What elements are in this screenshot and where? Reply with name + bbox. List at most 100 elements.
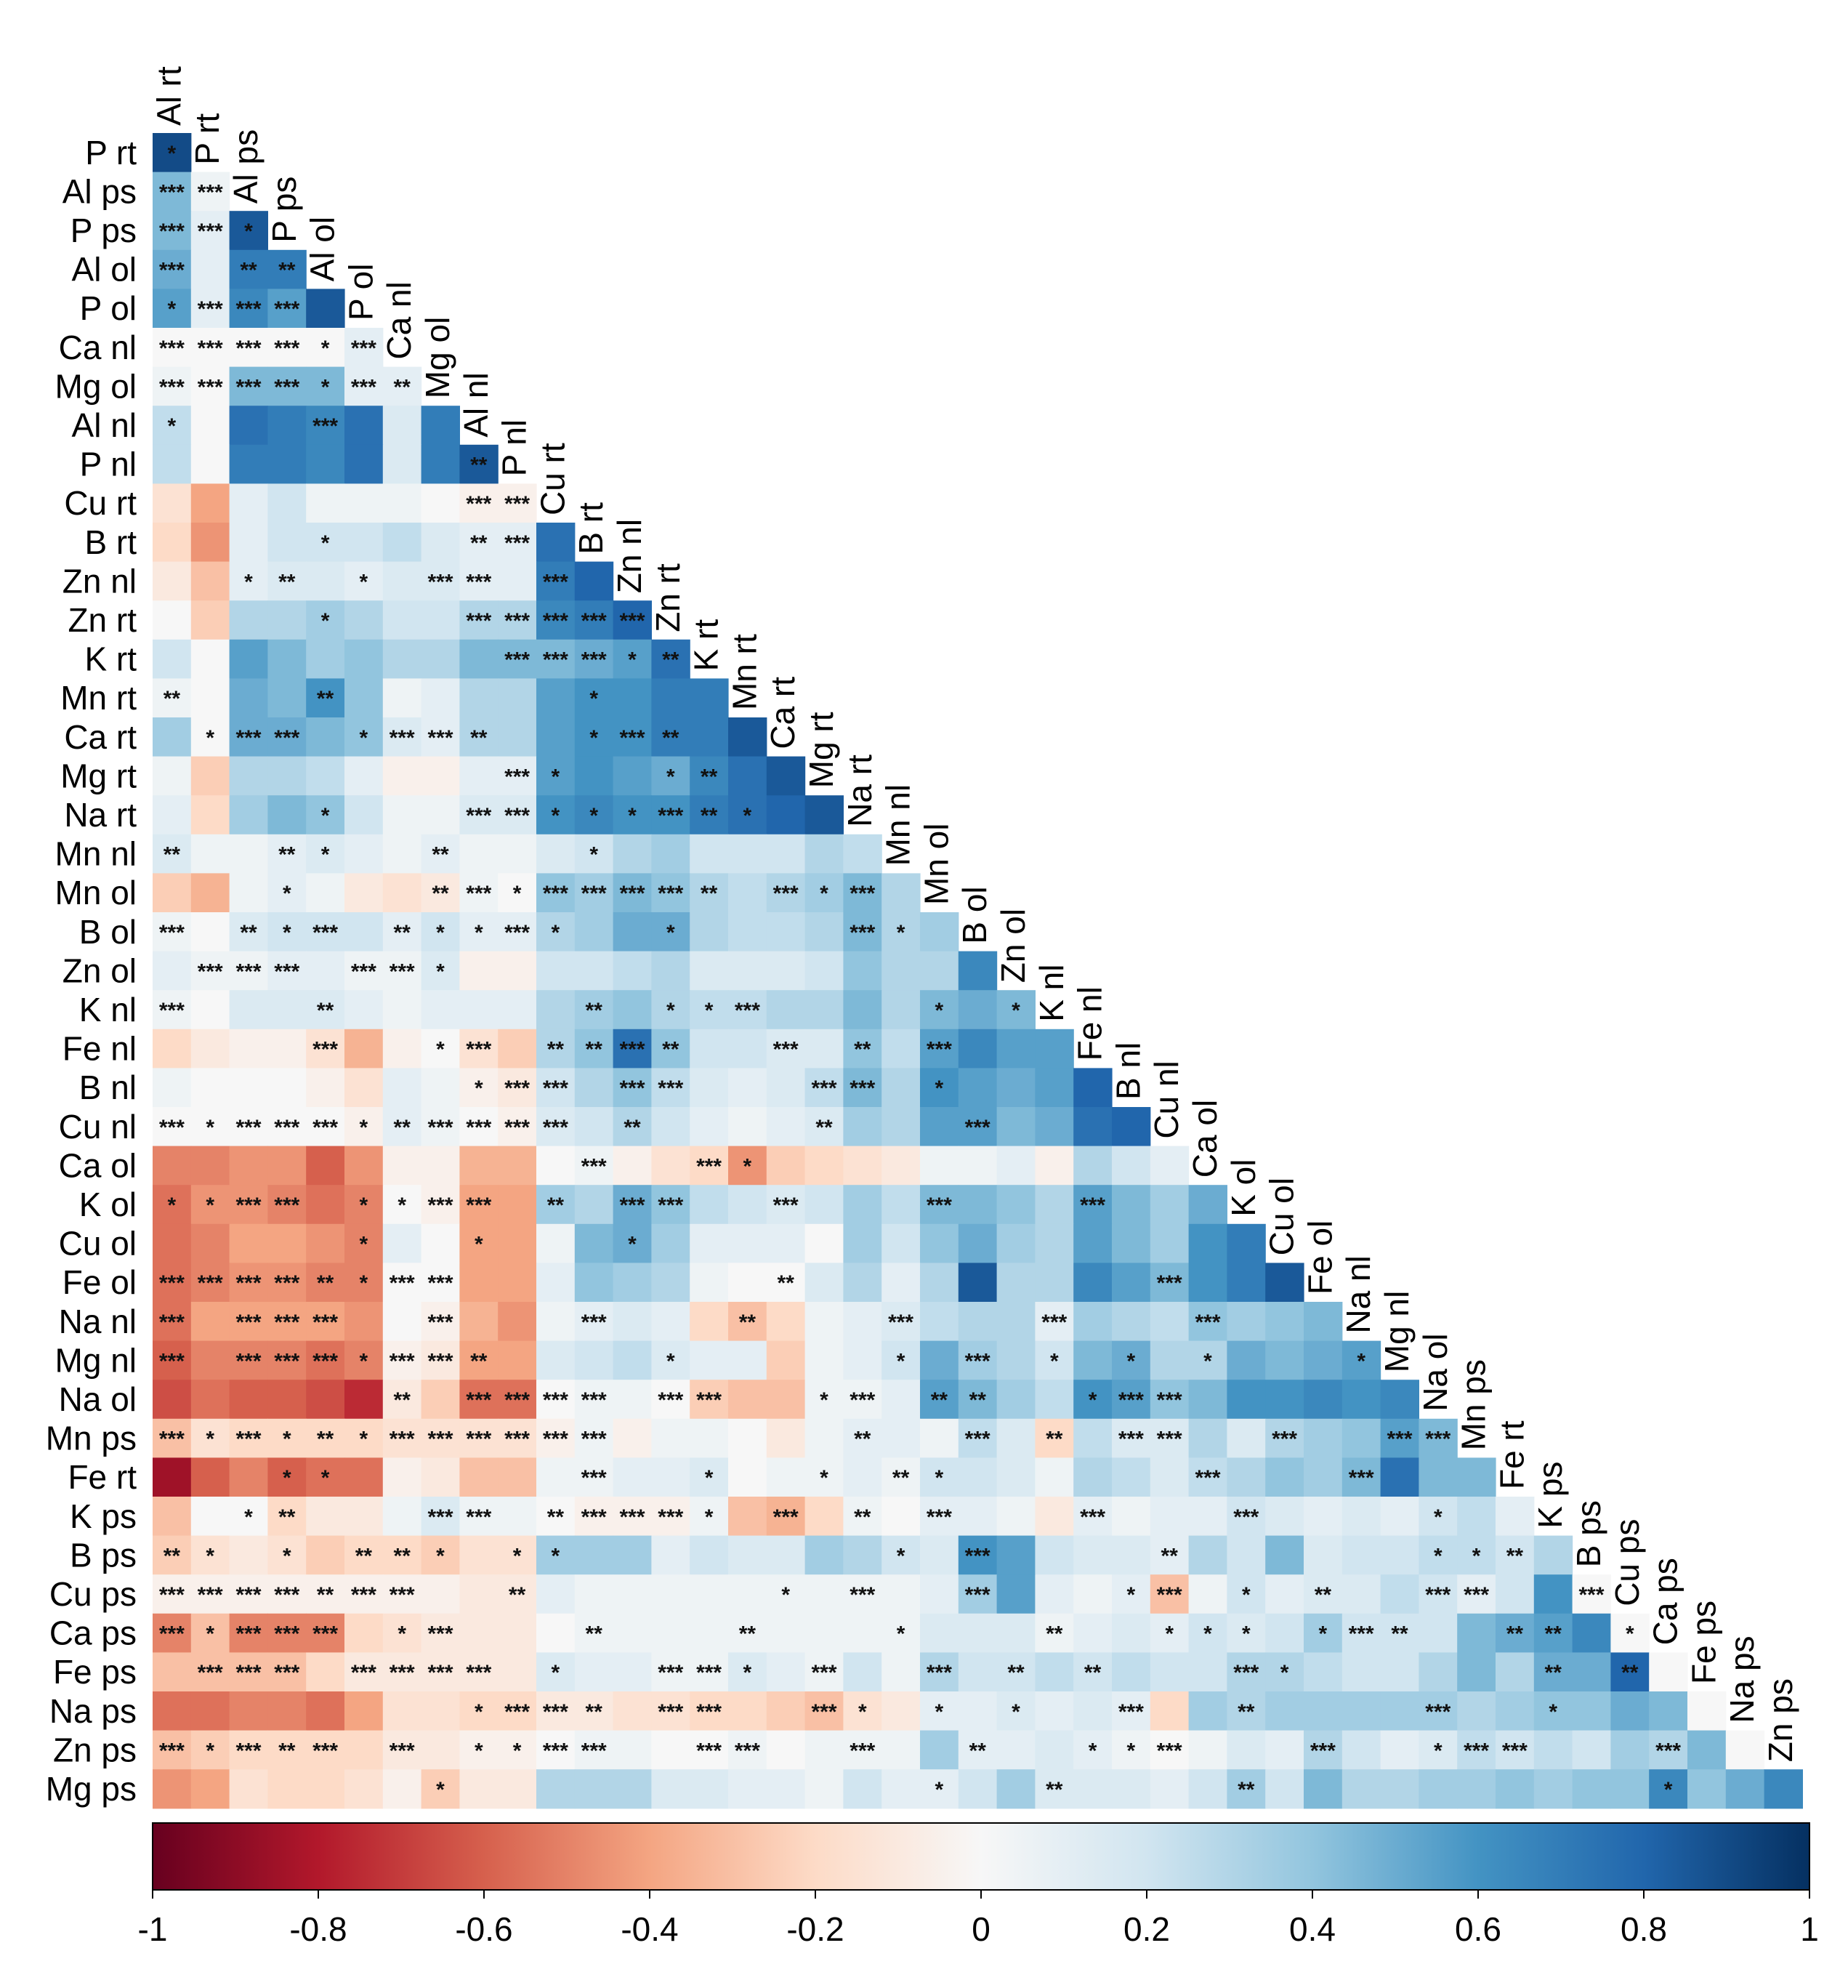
significance-star: *** (159, 1583, 185, 1607)
significance-star: *** (850, 1583, 875, 1607)
column-label: Ca ol (1186, 1100, 1224, 1178)
heatmap-cell (728, 1068, 767, 1108)
significance-star: * (168, 142, 177, 166)
significance-star: *** (274, 1583, 299, 1607)
heatmap-cell (1073, 1497, 1113, 1537)
heatmap-cell (1188, 1380, 1227, 1420)
significance-star: ** (586, 1038, 603, 1062)
heatmap-cell (728, 795, 767, 835)
heatmap-cell (1419, 1418, 1458, 1458)
heatmap-cell (1035, 1652, 1074, 1692)
heatmap-cell (190, 1146, 230, 1186)
heatmap-cell (190, 289, 230, 329)
column-label: Mn rt (725, 634, 763, 710)
heatmap-cell (996, 1146, 1036, 1186)
heatmap-cell (190, 1535, 230, 1575)
significance-star: *** (198, 1583, 223, 1607)
heatmap-cell (574, 1340, 614, 1380)
significance-star: * (1089, 1388, 1097, 1412)
heatmap-cell (421, 717, 460, 757)
heatmap-cell (996, 1380, 1036, 1420)
significance-star: *** (1118, 1428, 1144, 1452)
heatmap-cell (804, 1497, 844, 1537)
heatmap-cell (344, 1107, 384, 1147)
heatmap-cell (613, 1730, 652, 1770)
significance-star: ** (394, 1544, 411, 1568)
significance-star: ** (854, 1428, 871, 1452)
heatmap-cell (1150, 1497, 1190, 1537)
heatmap-cell (1227, 1302, 1266, 1342)
significance-star: *** (1195, 1311, 1220, 1335)
heatmap-cell (1572, 1613, 1611, 1653)
heatmap-cell (1073, 1185, 1113, 1225)
heatmap-cell (690, 717, 729, 757)
heatmap-cell (804, 834, 844, 874)
heatmap-cell (498, 1691, 537, 1731)
heatmap-cell (306, 1263, 345, 1303)
significance-star: ** (1506, 1544, 1524, 1568)
heatmap-cell (651, 717, 690, 757)
heatmap-cell (153, 951, 192, 991)
heatmap-cell (306, 795, 345, 835)
heatmap-cell (920, 1769, 959, 1809)
heatmap-cell (1304, 1535, 1343, 1575)
significance-star: *** (965, 1428, 990, 1452)
heatmap-cell (1073, 1418, 1113, 1458)
heatmap-cell (267, 1497, 307, 1537)
significance-star: * (244, 1505, 253, 1529)
heatmap-cell (958, 1497, 998, 1537)
significance-star: *** (235, 1194, 261, 1218)
significance-star: *** (1118, 1700, 1144, 1724)
significance-star: *** (427, 1271, 453, 1295)
heatmap-cell (1341, 1652, 1381, 1692)
heatmap-cell (1035, 1263, 1074, 1303)
heatmap-cell (1150, 1380, 1190, 1420)
significance-star: *** (159, 999, 185, 1023)
heatmap-cell (728, 1223, 767, 1263)
significance-star: *** (159, 337, 185, 361)
heatmap-cell (459, 834, 499, 874)
significance-star: * (360, 1349, 368, 1373)
heatmap-cell (1341, 1380, 1381, 1420)
heatmap-cell (958, 1691, 998, 1731)
heatmap-cell (306, 1223, 345, 1263)
significance-star: *** (581, 1311, 607, 1335)
heatmap-cell (1188, 1691, 1227, 1731)
heatmap-cell (804, 1535, 844, 1575)
heatmap-cell (344, 1652, 384, 1692)
heatmap-cell (190, 1457, 230, 1497)
heatmap-cell (153, 1068, 192, 1108)
heatmap-cell (498, 1340, 537, 1380)
heatmap-cell (153, 406, 192, 446)
heatmap-cell (267, 1029, 307, 1069)
heatmap-cell (153, 717, 192, 757)
heatmap-cell (843, 1029, 882, 1069)
heatmap-cell (1188, 1457, 1227, 1497)
heatmap-cell (229, 1535, 268, 1575)
row-label: Mg nl (55, 1341, 137, 1379)
heatmap-cell (421, 1497, 460, 1537)
heatmap-cell (690, 1029, 729, 1069)
heatmap-cell (881, 1263, 921, 1303)
heatmap-cell (766, 873, 806, 913)
heatmap-cell (1112, 1769, 1151, 1809)
heatmap-cell (267, 249, 307, 289)
heatmap-cell (344, 1418, 384, 1458)
column-label: P ol (342, 264, 379, 321)
heatmap-cell (306, 873, 345, 913)
heatmap-cell (651, 1730, 690, 1770)
heatmap-cell (1380, 1574, 1419, 1614)
heatmap-cell (153, 600, 192, 640)
significance-star: *** (658, 1505, 683, 1529)
heatmap-cell (382, 483, 422, 523)
heatmap-cell (267, 795, 307, 835)
heatmap-cell (190, 951, 230, 991)
significance-star: * (1242, 1583, 1251, 1607)
row-label: Fe rt (68, 1458, 137, 1496)
heatmap-cell (1150, 1574, 1190, 1614)
heatmap-cell (920, 1730, 959, 1770)
significance-star: *** (581, 1428, 607, 1452)
heatmap-cell (1419, 1497, 1458, 1537)
heatmap-cell (728, 1652, 767, 1692)
heatmap-cell (190, 211, 230, 251)
